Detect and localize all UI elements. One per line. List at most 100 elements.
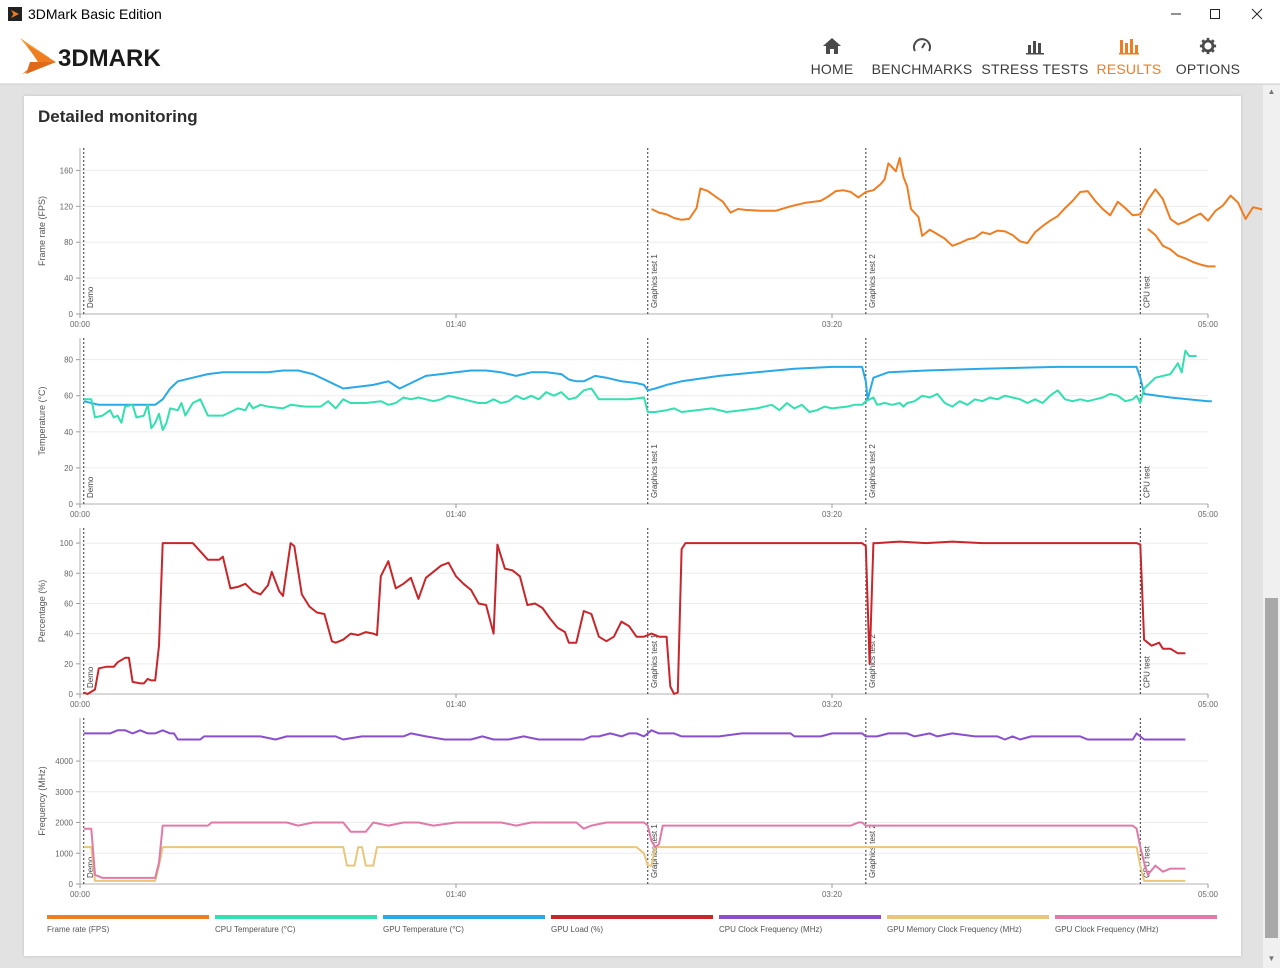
series-line <box>1147 228 1216 268</box>
nav-benchmarks[interactable]: BENCHMARKS <box>871 28 973 84</box>
nav-home[interactable]: HOME <box>806 28 858 84</box>
nav-options[interactable]: OPTIONS <box>1176 28 1240 84</box>
section-title: Detailed monitoring <box>38 107 198 126</box>
x-tick-label: 05:00 <box>1198 890 1219 899</box>
window-title: 3DMark Basic Edition <box>28 6 162 22</box>
gauge-icon <box>910 36 934 56</box>
series-line <box>83 349 1197 431</box>
legend-swatch <box>887 915 1049 919</box>
maximize-button[interactable] <box>1192 0 1238 28</box>
legend-swatch <box>47 915 209 919</box>
nav-stress-tests-label: STRESS TESTS <box>981 61 1089 77</box>
close-button[interactable] <box>1234 0 1280 28</box>
test-marker-label: Graphics test 1 <box>650 254 659 308</box>
legend-label: CPU Temperature (°C) <box>215 925 296 934</box>
y-tick-label: 2000 <box>55 819 73 828</box>
test-marker-label: CPU test <box>1142 845 1151 878</box>
legend-item-cpu-temperature: CPU Temperature (°C) <box>215 915 377 939</box>
legend-label: Frame rate (FPS) <box>47 925 110 934</box>
y-tick-label: 80 <box>64 238 73 247</box>
legend-label: CPU Clock Frequency (MHz) <box>719 925 823 934</box>
test-marker-label: Demo <box>86 856 95 878</box>
y-tick-label: 60 <box>64 392 73 401</box>
legend-swatch <box>215 915 377 919</box>
nav-benchmarks-label: BENCHMARKS <box>871 61 973 77</box>
x-tick-label: 00:00 <box>70 510 91 519</box>
y-tick-label: 20 <box>64 660 73 669</box>
y-tick-label: 80 <box>64 356 73 365</box>
y-tick-label: 160 <box>60 166 74 175</box>
close-icon <box>1251 8 1263 20</box>
x-tick-label: 01:40 <box>446 510 467 519</box>
legend-label: GPU Clock Frequency (MHz) <box>1055 925 1159 934</box>
test-marker-label: Demo <box>86 476 95 498</box>
x-tick-label: 00:00 <box>70 890 91 899</box>
minimize-button[interactable] <box>1153 0 1199 28</box>
chart-legend: Frame rate (FPS) CPU Temperature (°C) GP… <box>47 915 1217 939</box>
scroll-down-arrow-icon[interactable]: ▼ <box>1267 954 1276 963</box>
test-marker-label: Graphics test 1 <box>650 444 659 498</box>
legend-label: GPU Load (%) <box>551 925 604 934</box>
y-tick-label: 100 <box>60 539 74 548</box>
test-marker-label: CPU test <box>1142 655 1151 688</box>
test-marker-label: Graphics test 2 <box>868 824 877 878</box>
test-marker-label: Graphics test 2 <box>868 254 877 308</box>
test-marker-label: Graphics test 2 <box>868 444 877 498</box>
y-tick-label: 4000 <box>55 757 73 766</box>
nav-results-label: RESULTS <box>1096 61 1162 77</box>
series-line <box>83 365 1212 406</box>
legend-item-gpu-temperature: GPU Temperature (°C) <box>383 915 545 939</box>
test-marker-label: Graphics test 2 <box>868 634 877 688</box>
scrollbar-thumb[interactable] <box>1265 598 1278 938</box>
nav-home-label: HOME <box>810 61 854 77</box>
x-tick-label: 05:00 <box>1198 700 1219 709</box>
y-tick-label: 0 <box>69 690 74 699</box>
test-marker-label: CPU test <box>1142 275 1151 308</box>
nav-results[interactable]: RESULTS <box>1096 28 1162 84</box>
x-tick-label: 03:20 <box>822 320 843 329</box>
x-tick-label: 05:00 <box>1198 510 1219 519</box>
x-tick-label: 05:00 <box>1198 320 1219 329</box>
scroll-up-arrow-icon[interactable]: ▲ <box>1267 87 1276 96</box>
x-tick-label: 00:00 <box>70 700 91 709</box>
test-marker-label: CPU test <box>1142 465 1151 498</box>
results-icon <box>1117 36 1141 56</box>
y-tick-label: 20 <box>64 464 73 473</box>
y-axis-label: Percentage (%) <box>37 580 47 643</box>
y-axis-label: Frequency (MHz) <box>37 766 47 836</box>
x-tick-label: 00:00 <box>70 320 91 329</box>
bars-icon <box>1023 36 1047 56</box>
legend-label: GPU Temperature (°C) <box>383 925 464 934</box>
series-line <box>83 540 1186 695</box>
x-tick-label: 01:40 <box>446 320 467 329</box>
test-marker-label: Demo <box>86 286 95 308</box>
y-tick-label: 40 <box>64 274 73 283</box>
y-tick-label: 0 <box>69 500 74 509</box>
y-tick-label: 120 <box>60 202 74 211</box>
minimize-icon <box>1171 13 1181 15</box>
y-tick-label: 0 <box>69 310 74 319</box>
legend-swatch <box>1055 915 1217 919</box>
vertical-scrollbar[interactable]: ▲ ▼ <box>1263 85 1280 968</box>
series-line <box>83 846 1186 882</box>
y-tick-label: 1000 <box>55 849 73 858</box>
legend-item-gpu-memory-clock: GPU Memory Clock Frequency (MHz) <box>887 915 1049 939</box>
3dmark-logo: 3DMARK <box>20 38 161 74</box>
y-axis-label: Frame rate (FPS) <box>37 196 47 266</box>
series-line <box>651 156 1262 247</box>
gear-icon <box>1196 36 1220 56</box>
y-tick-label: 80 <box>64 569 73 578</box>
y-tick-label: 40 <box>64 630 73 639</box>
legend-item-gpu-load: GPU Load (%) <box>551 915 713 939</box>
legend-label: GPU Memory Clock Frequency (MHz) <box>887 925 1022 934</box>
nav-stress-tests[interactable]: STRESS TESTS <box>981 28 1088 84</box>
legend-item-frame-rate: Frame rate (FPS) <box>47 915 209 939</box>
y-tick-label: 40 <box>64 428 73 437</box>
x-tick-label: 01:40 <box>446 700 467 709</box>
x-tick-label: 03:20 <box>822 510 843 519</box>
x-tick-label: 03:20 <box>822 890 843 899</box>
logo-text: 3DMARK <box>58 45 161 72</box>
maximize-icon <box>1210 9 1220 19</box>
y-tick-label: 3000 <box>55 788 73 797</box>
